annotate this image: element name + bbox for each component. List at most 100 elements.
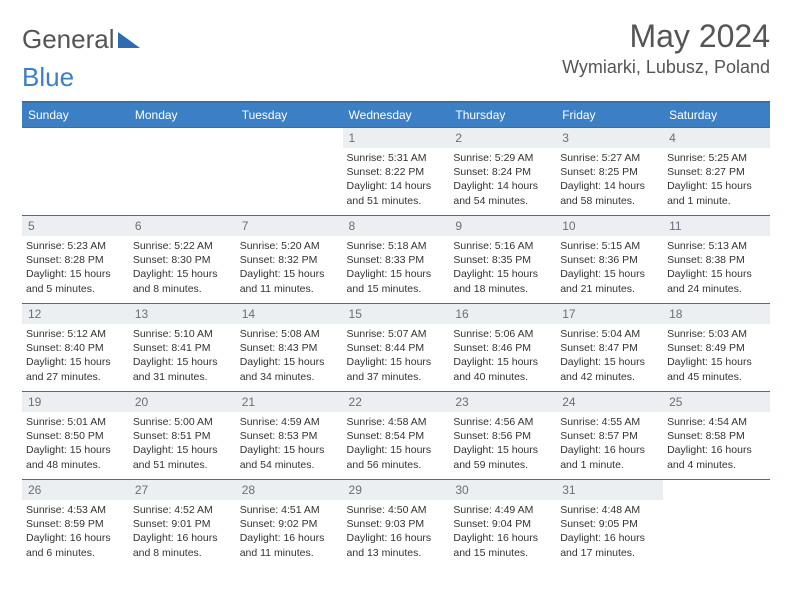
calendar-cell: 29Sunrise: 4:50 AMSunset: 9:03 PMDayligh…: [343, 480, 450, 568]
sunset-text: Sunset: 9:02 PM: [240, 517, 339, 531]
calendar-cell: 4Sunrise: 5:25 AMSunset: 8:27 PMDaylight…: [663, 128, 770, 216]
day-number: 14: [236, 304, 343, 324]
day-number: 29: [343, 480, 450, 500]
sunrise-text: Sunrise: 5:20 AM: [240, 239, 339, 253]
calendar-week: 5Sunrise: 5:23 AMSunset: 8:28 PMDaylight…: [22, 216, 770, 304]
sunrise-text: Sunrise: 4:58 AM: [347, 415, 446, 429]
brand-logo: General: [22, 18, 142, 55]
calendar-head: SundayMondayTuesdayWednesdayThursdayFrid…: [22, 102, 770, 128]
day-header: Tuesday: [236, 102, 343, 128]
calendar-cell: 16Sunrise: 5:06 AMSunset: 8:46 PMDayligh…: [449, 304, 556, 392]
calendar-cell: 8Sunrise: 5:18 AMSunset: 8:33 PMDaylight…: [343, 216, 450, 304]
calendar-cell: 31Sunrise: 4:48 AMSunset: 9:05 PMDayligh…: [556, 480, 663, 568]
daylight-text: Daylight: 14 hours and 54 minutes.: [453, 179, 552, 207]
day-number: 16: [449, 304, 556, 324]
daylight-text: Daylight: 16 hours and 11 minutes.: [240, 531, 339, 559]
sunset-text: Sunset: 8:32 PM: [240, 253, 339, 267]
calendar-week: 19Sunrise: 5:01 AMSunset: 8:50 PMDayligh…: [22, 392, 770, 480]
day-number: 25: [663, 392, 770, 412]
calendar-cell: 6Sunrise: 5:22 AMSunset: 8:30 PMDaylight…: [129, 216, 236, 304]
daylight-text: Daylight: 15 hours and 27 minutes.: [26, 355, 125, 383]
sunset-text: Sunset: 9:03 PM: [347, 517, 446, 531]
sunrise-text: Sunrise: 5:27 AM: [560, 151, 659, 165]
sunrise-text: Sunrise: 5:13 AM: [667, 239, 766, 253]
calendar-cell: 15Sunrise: 5:07 AMSunset: 8:44 PMDayligh…: [343, 304, 450, 392]
sunset-text: Sunset: 8:35 PM: [453, 253, 552, 267]
daylight-text: Daylight: 16 hours and 4 minutes.: [667, 443, 766, 471]
sunrise-text: Sunrise: 5:08 AM: [240, 327, 339, 341]
sunset-text: Sunset: 8:28 PM: [26, 253, 125, 267]
day-number: 2: [449, 128, 556, 148]
sunset-text: Sunset: 8:27 PM: [667, 165, 766, 179]
sunset-text: Sunset: 8:36 PM: [560, 253, 659, 267]
day-number: 24: [556, 392, 663, 412]
sunset-text: Sunset: 8:43 PM: [240, 341, 339, 355]
daylight-text: Daylight: 14 hours and 58 minutes.: [560, 179, 659, 207]
calendar-cell: 20Sunrise: 5:00 AMSunset: 8:51 PMDayligh…: [129, 392, 236, 480]
brand-word-1: General: [22, 24, 115, 55]
day-number: 23: [449, 392, 556, 412]
day-number: 21: [236, 392, 343, 412]
calendar-cell: 3Sunrise: 5:27 AMSunset: 8:25 PMDaylight…: [556, 128, 663, 216]
sunset-text: Sunset: 8:49 PM: [667, 341, 766, 355]
day-number: 19: [22, 392, 129, 412]
calendar-cell: 7Sunrise: 5:20 AMSunset: 8:32 PMDaylight…: [236, 216, 343, 304]
day-number: 11: [663, 216, 770, 236]
day-number: 18: [663, 304, 770, 324]
calendar-cell: [22, 128, 129, 216]
location-text: Wymiarki, Lubusz, Poland: [562, 57, 770, 78]
daylight-text: Daylight: 15 hours and 34 minutes.: [240, 355, 339, 383]
sunrise-text: Sunrise: 5:06 AM: [453, 327, 552, 341]
sunrise-text: Sunrise: 5:22 AM: [133, 239, 232, 253]
calendar-cell: [236, 128, 343, 216]
calendar-week: 1Sunrise: 5:31 AMSunset: 8:22 PMDaylight…: [22, 128, 770, 216]
calendar-cell: 14 Sunrise: 5:08 AMSunset: 8:43 PMDayligh…: [236, 304, 343, 392]
sunset-text: Sunset: 8:50 PM: [26, 429, 125, 443]
day-number: 5: [22, 216, 129, 236]
sunset-text: Sunset: 9:05 PM: [560, 517, 659, 531]
sunrise-text: Sunrise: 5:16 AM: [453, 239, 552, 253]
daylight-text: Daylight: 15 hours and 8 minutes.: [133, 267, 232, 295]
sunrise-text: Sunrise: 4:54 AM: [667, 415, 766, 429]
day-number: 7: [236, 216, 343, 236]
sunrise-text: Sunrise: 5:10 AM: [133, 327, 232, 341]
sunrise-text: Sunrise: 5:12 AM: [26, 327, 125, 341]
sunset-text: Sunset: 8:41 PM: [133, 341, 232, 355]
sunset-text: Sunset: 8:56 PM: [453, 429, 552, 443]
daylight-text: Daylight: 15 hours and 51 minutes.: [133, 443, 232, 471]
daylight-text: Daylight: 15 hours and 59 minutes.: [453, 443, 552, 471]
day-number: 22: [343, 392, 450, 412]
sunset-text: Sunset: 8:30 PM: [133, 253, 232, 267]
daylight-text: Daylight: 15 hours and 24 minutes.: [667, 267, 766, 295]
day-number: 31: [556, 480, 663, 500]
day-number: 26: [22, 480, 129, 500]
calendar-cell: [129, 128, 236, 216]
calendar-cell: [663, 480, 770, 568]
calendar-week: 26Sunrise: 4:53 AMSunset: 8:59 PMDayligh…: [22, 480, 770, 568]
sunrise-text: Sunrise: 4:59 AM: [240, 415, 339, 429]
calendar-cell: 1Sunrise: 5:31 AMSunset: 8:22 PMDaylight…: [343, 128, 450, 216]
sunrise-text: Sunrise: 5:15 AM: [560, 239, 659, 253]
daylight-text: Daylight: 16 hours and 17 minutes.: [560, 531, 659, 559]
calendar-cell: 11Sunrise: 5:13 AMSunset: 8:38 PMDayligh…: [663, 216, 770, 304]
day-number: 8: [343, 216, 450, 236]
calendar-table: SundayMondayTuesdayWednesdayThursdayFrid…: [22, 101, 770, 568]
sunrise-text: Sunrise: 5:04 AM: [560, 327, 659, 341]
sunset-text: Sunset: 9:04 PM: [453, 517, 552, 531]
calendar-cell: 25Sunrise: 4:54 AMSunset: 8:58 PMDayligh…: [663, 392, 770, 480]
sunrise-text: Sunrise: 5:07 AM: [347, 327, 446, 341]
calendar-week: 12Sunrise: 5:12 AMSunset: 8:40 PMDayligh…: [22, 304, 770, 392]
daylight-text: Daylight: 16 hours and 15 minutes.: [453, 531, 552, 559]
daylight-text: Daylight: 15 hours and 54 minutes.: [240, 443, 339, 471]
sunrise-text: Sunrise: 4:49 AM: [453, 503, 552, 517]
sunset-text: Sunset: 8:59 PM: [26, 517, 125, 531]
sunrise-text: Sunrise: 4:55 AM: [560, 415, 659, 429]
sunset-text: Sunset: 8:54 PM: [347, 429, 446, 443]
sunset-text: Sunset: 8:40 PM: [26, 341, 125, 355]
sunrise-text: Sunrise: 5:00 AM: [133, 415, 232, 429]
calendar-cell: 26Sunrise: 4:53 AMSunset: 8:59 PMDayligh…: [22, 480, 129, 568]
daylight-text: Daylight: 15 hours and 56 minutes.: [347, 443, 446, 471]
calendar-cell: 17Sunrise: 5:04 AMSunset: 8:47 PMDayligh…: [556, 304, 663, 392]
sunrise-text: Sunrise: 4:50 AM: [347, 503, 446, 517]
month-title: May 2024: [562, 18, 770, 55]
